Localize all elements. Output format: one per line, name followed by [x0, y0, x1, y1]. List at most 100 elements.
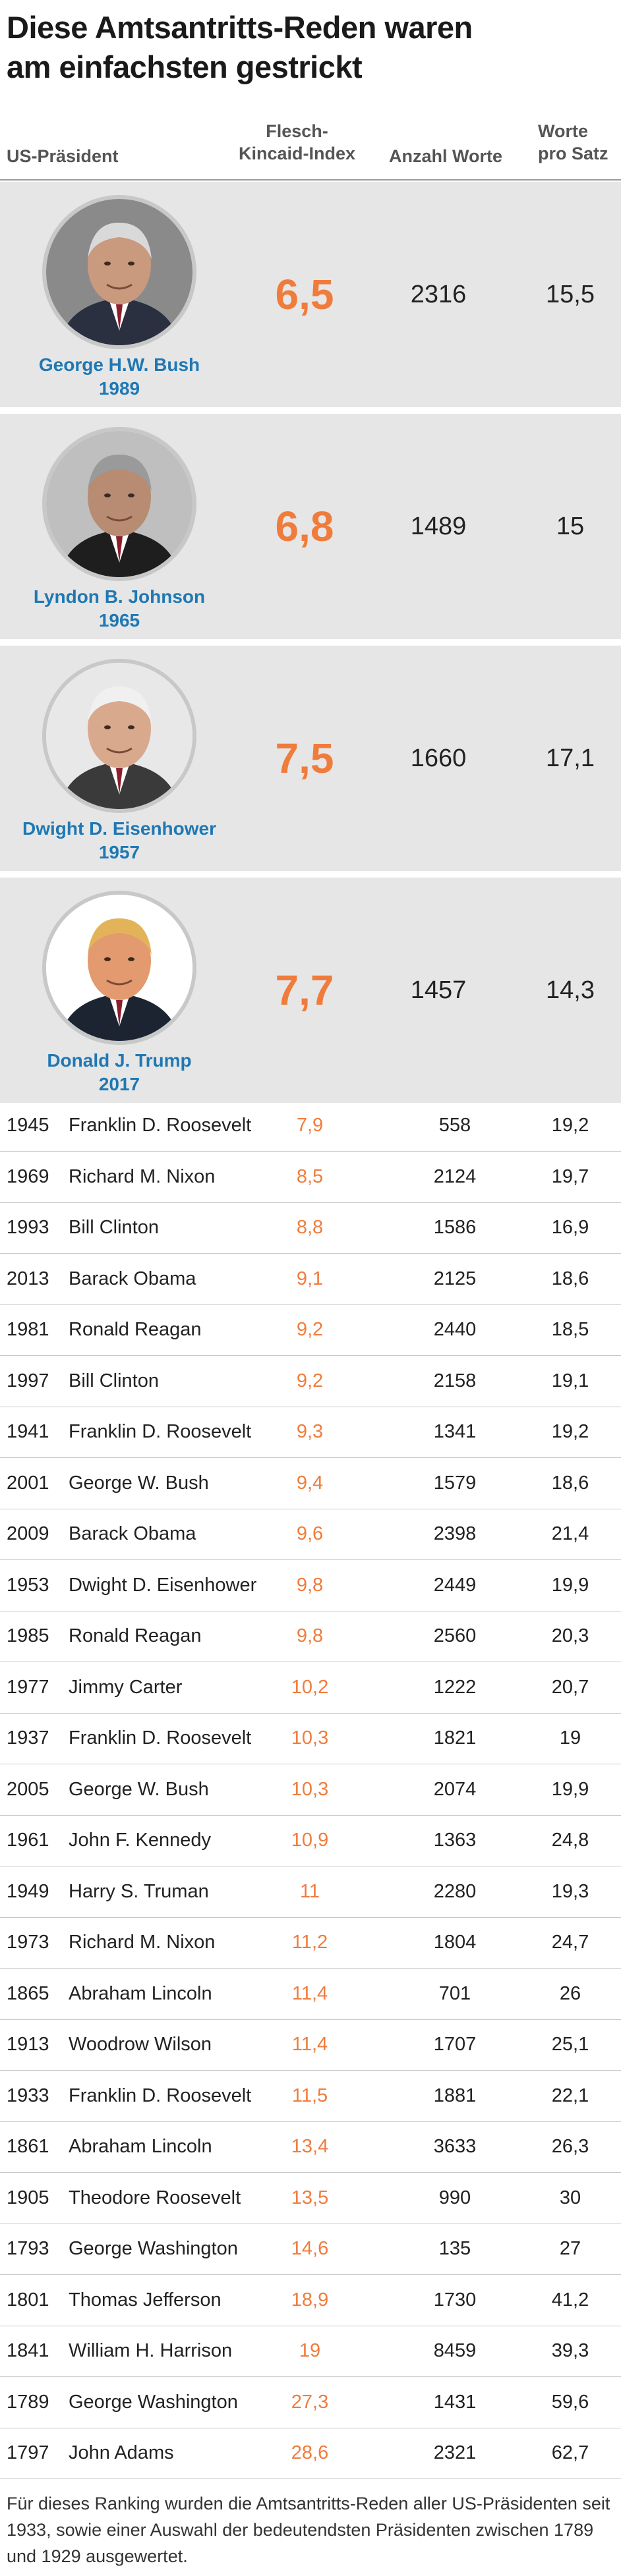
row-president: Dwight D. Eisenhower	[69, 1574, 257, 1596]
featured-year: 1965	[98, 610, 140, 630]
row-fk-value: 19	[299, 2340, 321, 2361]
row-fk-value: 9,8	[296, 1625, 324, 1646]
table-row: 1841 William H. Harrison 19 8459 39,3	[0, 2326, 621, 2377]
row-words-per-sentence: 16,9	[551, 1217, 589, 1238]
table-row: 1801 Thomas Jefferson 18,9 1730 41,2	[0, 2275, 621, 2326]
row-words-per-sentence: 24,7	[551, 1932, 589, 1953]
featured-words-per-sentence: 15,5	[546, 281, 595, 308]
row-words-per-sentence: 26	[559, 1982, 581, 2004]
row-fk-value: 9,2	[296, 1319, 324, 1340]
row-fk-value: 13,4	[291, 2136, 329, 2157]
row-fk-value: 13,5	[291, 2187, 329, 2208]
header-president: US-Präsident	[7, 146, 119, 166]
row-year: 1841	[7, 2340, 49, 2361]
portrait-avatar	[46, 895, 192, 1041]
row-fk-value: 18,9	[291, 2289, 329, 2310]
row-word-count: 2124	[433, 1165, 477, 1187]
header-wps-line-2: pro Satz	[538, 144, 608, 163]
row-year: 1985	[7, 1625, 49, 1646]
row-president: John F. Kennedy	[69, 1830, 212, 1851]
table-row: 1933 Franklin D. Roosevelt 11,5 1881 22,1	[0, 2071, 621, 2122]
portrait-avatar	[46, 663, 192, 809]
row-fk-value: 8,8	[296, 1217, 324, 1238]
row-fk-value: 9,6	[296, 1523, 324, 1544]
row-fk-value: 10,9	[291, 1830, 329, 1851]
table-row: 1993 Bill Clinton 8,8 1586 16,9	[0, 1202, 621, 1254]
row-year: 1993	[7, 1217, 49, 1238]
portrait-avatar	[46, 199, 192, 345]
row-year: 1861	[7, 2136, 49, 2157]
row-year: 1953	[7, 1574, 49, 1596]
table-row: 1793 George Washington 14,6 135 27	[0, 2224, 621, 2275]
row-president: Harry S. Truman	[69, 1880, 209, 1902]
header-divider	[0, 179, 621, 181]
featured-row: George H.W. Bush 1989 6,5 2316 15,5	[0, 182, 621, 407]
header-fk-line-2: Kincaid-Index	[239, 144, 356, 163]
row-president: Theodore Roosevelt	[69, 2187, 241, 2208]
row-word-count: 701	[438, 1982, 471, 2004]
row-president: Ronald Reagan	[69, 1625, 202, 1646]
row-year: 2005	[7, 1778, 49, 1800]
row-year: 2013	[7, 1268, 49, 1289]
row-word-count: 3633	[433, 2136, 477, 2157]
row-president: Franklin D. Roosevelt	[69, 1727, 252, 1749]
row-words-per-sentence: 18,6	[551, 1472, 589, 1494]
row-year: 1937	[7, 1727, 49, 1749]
row-fk-value: 11,2	[291, 1932, 328, 1953]
row-president: Abraham Lincoln	[69, 1982, 212, 2004]
table-row: 2005 George W. Bush 10,3 2074 19,9	[0, 1764, 621, 1816]
row-year: 1961	[7, 1830, 49, 1851]
table-row: 1961 John F. Kennedy 10,9 1363 24,8	[0, 1815, 621, 1866]
featured-word-count: 1660	[410, 744, 467, 772]
featured-words-per-sentence: 17,1	[546, 744, 595, 772]
row-year: 2009	[7, 1523, 49, 1544]
row-words-per-sentence: 19,9	[551, 1778, 589, 1800]
table-row: 2013 Barack Obama 9,1 2125 18,6	[0, 1254, 621, 1305]
row-word-count: 1821	[433, 1727, 477, 1749]
header-flesch-kincaid: Flesch- Kincaid-Index	[239, 120, 355, 165]
row-president: Barack Obama	[69, 1268, 196, 1289]
row-year: 1789	[7, 2391, 49, 2413]
row-fk-value: 7,9	[296, 1115, 324, 1136]
row-year: 1797	[7, 2442, 49, 2463]
row-fk-value: 9,2	[296, 1370, 324, 1391]
row-president: William H. Harrison	[69, 2340, 233, 2361]
featured-year: 1957	[98, 842, 140, 862]
row-words-per-sentence: 20,7	[551, 1676, 589, 1698]
table-row: 1941 Franklin D. Roosevelt 9,3 1341 19,2	[0, 1407, 621, 1458]
row-president: George Washington	[69, 2391, 238, 2413]
featured-name: Dwight D. Eisenhower	[22, 818, 217, 839]
row-president: Abraham Lincoln	[69, 2136, 212, 2157]
row-word-count: 1363	[433, 1830, 477, 1851]
table-row: 1973 Richard M. Nixon 11,2 1804 24,7	[0, 1917, 621, 1969]
row-president: George W. Bush	[69, 1778, 209, 1800]
row-fk-value: 11,5	[291, 2085, 328, 2106]
row-words-per-sentence: 22,1	[551, 2085, 589, 2106]
row-fk-value: 8,5	[296, 1165, 324, 1187]
row-fk-value: 10,2	[291, 1676, 329, 1698]
row-president: George W. Bush	[69, 1472, 209, 1494]
row-words-per-sentence: 24,8	[551, 1830, 589, 1851]
row-year: 1801	[7, 2289, 49, 2310]
featured-name: Lyndon B. Johnson	[33, 586, 206, 607]
row-word-count: 1579	[433, 1472, 477, 1494]
table-row: 1861 Abraham Lincoln 13,4 3633 26,3	[0, 2121, 621, 2173]
row-word-count: 2074	[433, 1778, 477, 1800]
table-row: 1797 John Adams 28,6 2321 62,7	[0, 2428, 621, 2479]
header-words-per-sentence: Worte pro Satz	[538, 120, 608, 165]
row-fk-value: 10,3	[291, 1778, 329, 1800]
featured-word-count: 2316	[410, 281, 467, 308]
row-president: George Washington	[69, 2238, 238, 2259]
row-word-count: 1341	[433, 1421, 477, 1442]
featured-year: 1989	[98, 378, 140, 399]
row-fk-value: 10,3	[291, 1727, 329, 1749]
row-words-per-sentence: 19	[559, 1727, 581, 1749]
row-words-per-sentence: 19,9	[551, 1574, 589, 1596]
title-line-1: Diese Amtsantritts-Reden waren	[7, 10, 473, 45]
row-word-count: 1431	[433, 2391, 477, 2413]
row-fk-value: 11,4	[291, 2034, 328, 2055]
featured-words-per-sentence: 15	[556, 513, 585, 540]
row-words-per-sentence: 20,3	[551, 1625, 589, 1646]
featured-year: 2017	[98, 1074, 140, 1094]
